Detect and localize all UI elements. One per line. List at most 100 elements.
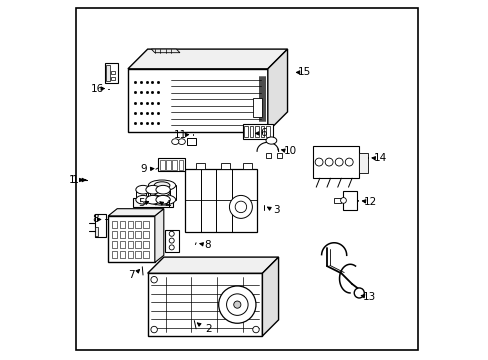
Text: 4: 4 — [164, 200, 171, 210]
Bar — [265, 153, 271, 158]
Bar — [111, 71, 115, 74]
Bar — [178, 159, 183, 170]
Bar — [172, 159, 176, 170]
Ellipse shape — [345, 158, 352, 166]
Ellipse shape — [335, 158, 343, 166]
Polygon shape — [155, 209, 163, 262]
Bar — [120, 221, 125, 228]
Ellipse shape — [148, 180, 175, 191]
Ellipse shape — [226, 294, 247, 315]
Polygon shape — [267, 49, 287, 132]
Bar — [143, 251, 148, 258]
Ellipse shape — [151, 276, 157, 283]
Bar — [120, 241, 125, 248]
Text: 8: 8 — [92, 215, 99, 224]
Ellipse shape — [156, 185, 170, 194]
Text: 1: 1 — [72, 175, 79, 185]
Bar — [127, 231, 133, 238]
Bar — [221, 163, 230, 169]
Ellipse shape — [171, 139, 179, 144]
Text: 12: 12 — [363, 197, 376, 207]
Bar — [112, 251, 117, 258]
Bar — [135, 251, 141, 258]
Bar — [333, 198, 340, 203]
Bar — [249, 126, 253, 136]
Bar — [105, 65, 110, 81]
Bar — [135, 231, 141, 238]
Bar — [265, 126, 269, 136]
Text: 2: 2 — [204, 324, 211, 334]
Bar — [253, 98, 262, 117]
Ellipse shape — [340, 198, 346, 203]
Bar — [359, 153, 367, 173]
Text: 8: 8 — [203, 239, 210, 249]
Bar — [276, 153, 282, 158]
Bar — [166, 159, 170, 170]
Text: 7: 7 — [127, 270, 134, 280]
Bar — [135, 221, 141, 228]
Text: 9: 9 — [141, 164, 147, 174]
Bar — [164, 230, 178, 252]
Ellipse shape — [325, 158, 332, 166]
Bar — [312, 146, 359, 178]
Ellipse shape — [151, 326, 157, 333]
Text: 14: 14 — [373, 153, 386, 163]
Bar — [242, 124, 273, 139]
Polygon shape — [108, 209, 163, 216]
Text: 1: 1 — [69, 175, 75, 185]
Ellipse shape — [353, 288, 364, 298]
Ellipse shape — [169, 238, 174, 243]
Bar — [196, 163, 204, 169]
Text: 15: 15 — [298, 67, 311, 77]
Bar — [128, 69, 267, 132]
Bar — [127, 251, 133, 258]
Text: 13: 13 — [362, 292, 375, 302]
Bar — [120, 231, 125, 238]
Ellipse shape — [218, 286, 255, 323]
Bar — [133, 198, 172, 207]
Polygon shape — [128, 49, 287, 69]
Bar — [112, 241, 117, 248]
Bar — [127, 221, 133, 228]
Ellipse shape — [145, 195, 160, 204]
Bar — [94, 226, 98, 235]
Ellipse shape — [252, 326, 259, 333]
Ellipse shape — [148, 194, 175, 205]
Bar — [242, 163, 251, 169]
Polygon shape — [151, 49, 180, 53]
Bar — [187, 138, 196, 145]
Bar — [111, 77, 115, 80]
Text: 5: 5 — [138, 198, 145, 208]
Ellipse shape — [169, 245, 174, 250]
Ellipse shape — [169, 231, 174, 236]
Text: 11: 11 — [174, 130, 187, 140]
Bar — [260, 126, 264, 136]
Text: 6: 6 — [260, 129, 266, 138]
Bar — [185, 169, 257, 232]
Ellipse shape — [145, 185, 160, 194]
Ellipse shape — [233, 301, 241, 308]
Polygon shape — [262, 257, 278, 336]
Bar — [112, 221, 117, 228]
Ellipse shape — [136, 195, 150, 204]
Bar — [143, 221, 148, 228]
Ellipse shape — [235, 201, 246, 213]
Bar — [160, 159, 164, 170]
Bar — [343, 191, 357, 211]
Bar — [244, 126, 247, 136]
Ellipse shape — [154, 182, 169, 189]
Bar — [104, 63, 118, 83]
Text: 10: 10 — [284, 146, 297, 156]
Ellipse shape — [156, 195, 170, 204]
Text: 16: 16 — [90, 84, 104, 94]
Bar — [147, 273, 262, 336]
Bar — [135, 241, 141, 248]
Bar — [255, 126, 258, 136]
Bar — [143, 241, 148, 248]
Bar — [158, 158, 185, 171]
Bar — [94, 214, 106, 237]
Bar — [127, 241, 133, 248]
Ellipse shape — [229, 195, 252, 219]
Ellipse shape — [178, 139, 185, 144]
Text: 3: 3 — [272, 206, 279, 216]
